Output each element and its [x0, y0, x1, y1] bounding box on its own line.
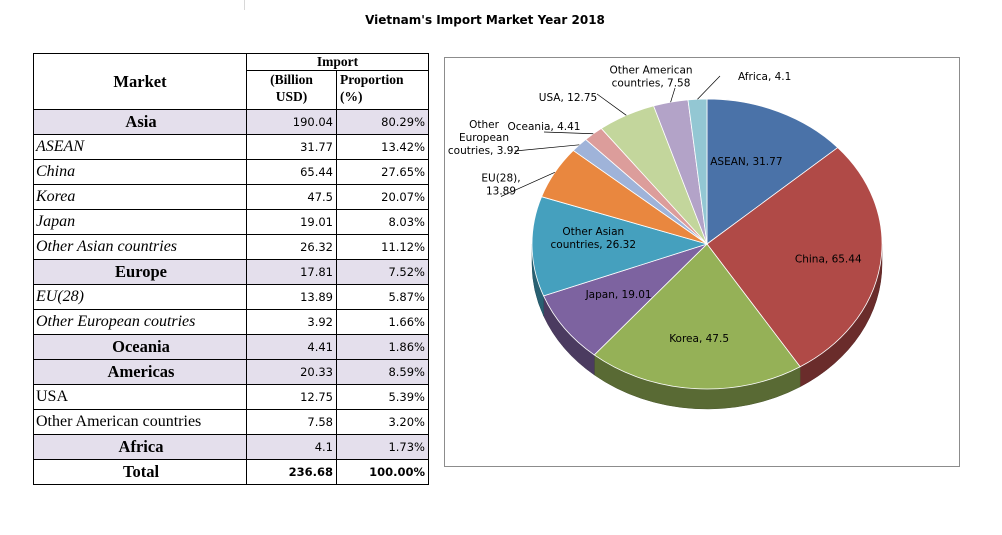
pie-leader-line [670, 87, 676, 103]
header-value-line2: USD) [275, 89, 308, 104]
market-cell: Japan [33, 209, 247, 235]
market-cell: Americas [33, 359, 247, 385]
top-divider [244, 0, 245, 10]
market-cell: Europe [33, 259, 247, 285]
pie-leader-line [697, 75, 721, 100]
table-row: USA 12.75 5.39% [33, 384, 429, 410]
market-cell: China [33, 159, 247, 185]
page-title: Vietnam's Import Market Year 2018 [365, 13, 605, 27]
market-cell: Oceania [33, 334, 247, 360]
value-cell: 12.75 [246, 384, 337, 410]
table-row: Other Asian countries 26.32 11.12% [33, 234, 429, 260]
value-cell: 26.32 [246, 234, 337, 260]
proportion-cell: 8.03% [336, 209, 429, 235]
pie-leader-line [596, 93, 627, 116]
proportion-cell: 5.39% [336, 384, 429, 410]
header-value: (Billion USD) [246, 70, 337, 110]
pie-slice-other-asian-countries[interactable] [531, 196, 709, 297]
header-market: Market [33, 53, 247, 110]
value-cell: 47.5 [246, 184, 337, 210]
pie-side-walls [531, 243, 883, 410]
market-cell: ASEAN [33, 134, 247, 160]
market-cell: Korea [33, 184, 247, 210]
value-cell: 65.44 [246, 159, 337, 185]
proportion-cell: 7.52% [336, 259, 429, 285]
pie-label-korea: Korea, 47.5 [669, 333, 729, 345]
table-row: China 65.44 27.65% [33, 159, 429, 185]
table-row: Other American countries 7.58 3.20% [33, 409, 429, 435]
pie-leader-line [500, 172, 555, 197]
value-cell: 7.58 [246, 409, 337, 435]
header-value-line1: (Billion [270, 72, 313, 87]
pie-label-usa: USA, 12.75 [539, 92, 597, 104]
value-cell: 3.92 [246, 309, 337, 335]
table-row: Japan 19.01 8.03% [33, 209, 429, 235]
proportion-cell: 13.42% [336, 134, 429, 160]
table-row: EU(28) 13.89 5.87% [33, 284, 429, 310]
proportion-cell: 3.20% [336, 409, 429, 435]
import-market-table: Market Import (Billion USD) Proportion (… [33, 53, 429, 485]
pie-chart: ASEAN, 31.77 China, 65.44 Korea, 47.5 Japan… [448, 65, 883, 410]
pie-label-other-asian-countries: Other Asian countries, 26.32 [551, 226, 637, 251]
pie-slice-china[interactable] [706, 147, 883, 368]
pie-leader-line [514, 144, 580, 152]
value-cell: 4.1 [246, 434, 337, 460]
pie-label-other-american-countries: Other American countries, 7.58 [609, 65, 692, 90]
total-row: Total 236.68 100.00% [33, 459, 429, 485]
pie-label-japan: Japan, 19.01 [585, 289, 652, 301]
region-row: Oceania 4.41 1.86% [33, 334, 429, 360]
region-row: Americas 20.33 8.59% [33, 359, 429, 385]
proportion-cell: 11.12% [336, 234, 429, 260]
proportion-cell: 8.59% [336, 359, 429, 385]
table-row: Other European coutries 3.92 1.66% [33, 309, 429, 335]
market-cell: EU(28) [33, 284, 247, 310]
region-row: Africa 4.1 1.73% [33, 434, 429, 460]
pie-label-oceania: Oceania, 4.41 [508, 121, 581, 133]
proportion-cell: 80.29% [336, 109, 429, 135]
value-cell: 13.89 [246, 284, 337, 310]
pie-label-other-european-coutries: Other European coutries, 3.92 [448, 119, 520, 157]
market-cell: Other American countries [33, 409, 247, 435]
value-cell: 17.81 [246, 259, 337, 285]
proportion-cell: 27.65% [336, 159, 429, 185]
pie-leader-line [543, 131, 594, 135]
region-row: Europe 17.81 7.52% [33, 259, 429, 285]
proportion-cell: 5.87% [336, 284, 429, 310]
pie-label-china: China, 65.44 [795, 253, 862, 265]
total-value: 236.68 [246, 459, 337, 485]
total-proportion: 100.00% [336, 459, 429, 485]
pie-slice-asean[interactable] [706, 98, 839, 245]
header-proportion: Proportion (%) [336, 70, 429, 110]
market-cell: Asia [33, 109, 247, 135]
pie-label-eu-28-: EU(28), 13.89 [481, 173, 520, 198]
table-row: Korea 47.5 20.07% [33, 184, 429, 210]
total-label: Total [33, 459, 247, 485]
pie-slices [531, 98, 883, 390]
market-cell: Africa [33, 434, 247, 460]
market-cell: Other European coutries [33, 309, 247, 335]
value-cell: 31.77 [246, 134, 337, 160]
header-import: Import [246, 53, 429, 71]
pie-chart-frame: ASEAN, 31.77 China, 65.44 Korea, 47.5 Japan… [444, 57, 960, 467]
market-cell: USA [33, 384, 247, 410]
value-cell: 190.04 [246, 109, 337, 135]
market-cell: Other Asian countries [33, 234, 247, 260]
header-proportion-line2: (%) [340, 89, 363, 104]
proportion-cell: 20.07% [336, 184, 429, 210]
table-row: ASEAN 31.77 13.42% [33, 134, 429, 160]
value-cell: 20.33 [246, 359, 337, 385]
region-row: Asia 190.04 80.29% [33, 109, 429, 135]
proportion-cell: 1.73% [336, 434, 429, 460]
pie-slice-korea[interactable] [593, 243, 801, 390]
value-cell: 4.41 [246, 334, 337, 360]
proportion-cell: 1.66% [336, 309, 429, 335]
header-proportion-line1: Proportion [340, 72, 404, 87]
pie-label-africa: Africa, 4.1 [738, 71, 791, 83]
pie-slice-japan[interactable] [543, 243, 708, 356]
pie-label-asean: ASEAN, 31.77 [710, 156, 782, 168]
pie-data-labels: ASEAN, 31.77 China, 65.44 Korea, 47.5 Japan… [448, 65, 862, 346]
proportion-cell: 1.86% [336, 334, 429, 360]
value-cell: 19.01 [246, 209, 337, 235]
